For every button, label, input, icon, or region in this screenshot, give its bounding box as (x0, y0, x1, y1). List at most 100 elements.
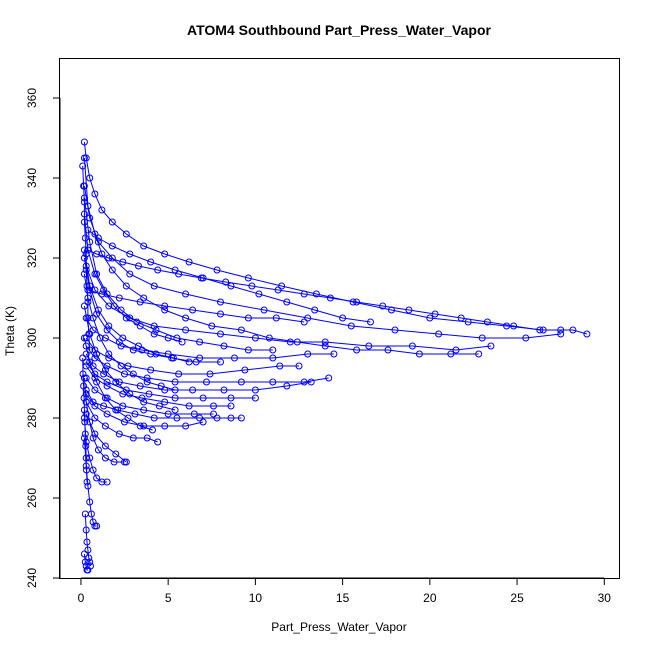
data-point (103, 478, 111, 486)
data-point (175, 370, 183, 378)
data-point (182, 314, 190, 322)
data-point (217, 310, 224, 318)
data-point (464, 318, 472, 326)
data-point (82, 526, 90, 534)
data-point (133, 318, 141, 326)
data-point (98, 206, 106, 214)
data-point (82, 562, 90, 570)
data-point (415, 350, 423, 358)
data-point (241, 366, 249, 374)
data-point (145, 390, 153, 398)
data-point (321, 338, 329, 346)
data-point (339, 314, 347, 322)
data-point (150, 414, 158, 422)
series-line-9 (85, 377, 214, 415)
data-point (213, 266, 221, 274)
data-point (94, 238, 102, 246)
data-point (447, 350, 455, 358)
data-point (80, 218, 88, 226)
data-point (237, 326, 245, 334)
y-tick-label: 260 (25, 488, 39, 508)
data-point (283, 382, 291, 390)
data-point (122, 314, 130, 322)
data-point (83, 466, 90, 474)
data-point (105, 350, 113, 358)
series-line-4 (85, 337, 299, 375)
data-point (286, 338, 294, 346)
data-point (182, 290, 190, 298)
data-point (150, 330, 158, 338)
data-point (431, 310, 439, 318)
data-point (171, 406, 179, 414)
data-point (103, 410, 111, 418)
data-point (388, 306, 395, 314)
data-point (283, 298, 291, 306)
data-point (101, 454, 109, 462)
data-point (154, 438, 162, 446)
data-point (89, 314, 97, 322)
data-point (227, 402, 235, 410)
series-line-6 (85, 353, 312, 391)
data-point (583, 330, 591, 338)
data-point (325, 374, 333, 382)
data-point (149, 426, 156, 434)
data-point (91, 190, 99, 198)
y-axis: 240 260 280 300 320 340 360 (25, 88, 61, 588)
data-point (84, 546, 92, 554)
data-point (81, 510, 89, 518)
data-point (86, 282, 94, 290)
data-point (82, 454, 90, 462)
data-point (171, 394, 179, 402)
data-point (79, 162, 87, 170)
data-point (84, 294, 92, 302)
data-point (190, 410, 198, 418)
data-point (391, 326, 399, 334)
data-point (80, 302, 88, 310)
data-point (321, 342, 329, 350)
x-tick-label: 5 (165, 591, 172, 605)
data-point (86, 214, 94, 222)
data-point (147, 258, 155, 266)
data-point (82, 358, 90, 366)
data-point (100, 286, 108, 294)
data-point (307, 378, 315, 386)
data-point (210, 410, 217, 418)
data-point (117, 362, 125, 370)
data-point (251, 334, 259, 342)
data-point (557, 326, 565, 334)
data-point (173, 414, 181, 422)
data-point (85, 554, 93, 562)
data-point (84, 226, 92, 234)
data-point (91, 346, 99, 354)
data-point (103, 326, 111, 334)
series-line-1 (83, 185, 561, 339)
data-point (185, 402, 193, 410)
data-point (86, 558, 94, 566)
chart-title: ATOM4 Southbound Part_Press_Water_Vapor (187, 22, 491, 38)
data-point (84, 482, 92, 490)
data-point (510, 322, 518, 330)
data-point (80, 406, 88, 414)
data-point (175, 270, 183, 278)
data-point (80, 334, 88, 342)
data-point (82, 410, 90, 418)
data-point (89, 362, 97, 370)
data-point (83, 282, 91, 290)
y-tick-label: 340 (25, 168, 39, 188)
data-point (98, 290, 106, 298)
data-point (347, 322, 355, 330)
data-point (185, 358, 193, 366)
data-point (367, 318, 374, 326)
y-tick-label: 280 (25, 408, 39, 428)
data-point (251, 386, 259, 394)
data-point (475, 350, 483, 358)
data-point (164, 350, 172, 358)
data-point (80, 550, 88, 558)
data-point (161, 250, 169, 258)
data-point (478, 334, 486, 342)
data-point (269, 378, 277, 386)
data-point (140, 422, 148, 430)
data-point (126, 250, 134, 258)
data-point (244, 274, 252, 282)
